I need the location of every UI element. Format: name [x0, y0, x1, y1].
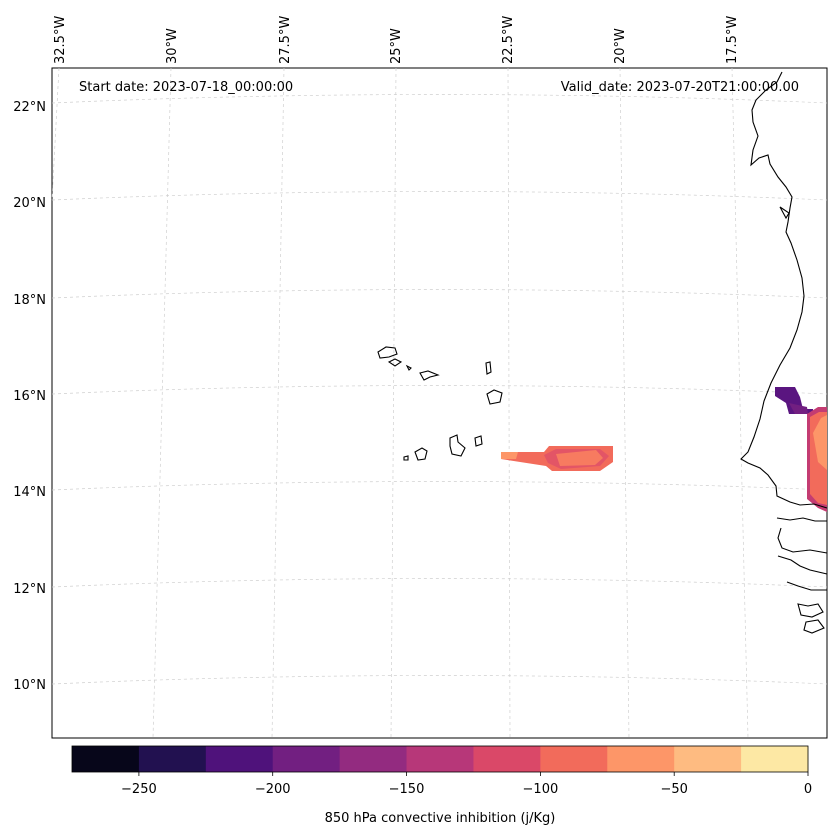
colorbar-tick-label: −200	[255, 782, 291, 797]
coast-island-b	[803, 619, 825, 634]
parallel-22n	[51, 94, 828, 104]
colorbar-swatch	[473, 746, 541, 772]
colorbar-swatch	[406, 746, 474, 772]
colorbar-swatch	[540, 746, 608, 772]
graticule	[51, 67, 828, 739]
colorbar-swatch	[607, 746, 675, 772]
parallel-16n	[51, 385, 828, 395]
colorbar-tick-label: −250	[121, 782, 157, 797]
parallel-20n	[51, 191, 828, 201]
lat-labels: 22°N 20°N 18°N 16°N 14°N 12°N 10°N	[13, 100, 46, 693]
island-maio	[474, 435, 483, 447]
colorbar-tick-label: 0	[804, 782, 812, 797]
lat-label: 14°N	[13, 485, 46, 500]
gambia-river-coast	[776, 517, 827, 522]
colorbar-swatch	[741, 746, 809, 772]
island-sao-nicolau	[419, 370, 440, 381]
colorbar-swatches	[72, 746, 809, 772]
parallel-14n	[51, 481, 828, 491]
island-boa-vista	[486, 389, 503, 405]
colorbar-tick-label: −100	[523, 782, 559, 797]
meridian-25w	[390, 67, 397, 739]
guinea-bissau-coast	[777, 527, 828, 554]
colorbar-title: 850 hPa convective inhibition (j/Kg)	[325, 811, 556, 826]
island-santa-luzia	[405, 364, 412, 371]
island-sal	[485, 361, 492, 375]
parallel-18n	[51, 289, 828, 299]
colorbar-swatch	[138, 746, 207, 772]
lat-label: 16°N	[13, 389, 46, 404]
colorbar-swatch	[272, 746, 341, 772]
lon-label: 30°W	[165, 28, 180, 64]
cin-field-offshore	[501, 446, 613, 471]
colorbar-tick-label: −50	[660, 782, 687, 797]
colorbar-swatch	[205, 746, 274, 772]
lat-label: 12°N	[13, 582, 46, 597]
meridian-20w	[619, 67, 630, 739]
colorbar-swatch	[72, 746, 140, 772]
parallel-10n	[51, 675, 828, 685]
lon-label: 32.5°W	[53, 16, 68, 64]
valid-date-text: Valid_date: 2023-07-20T21:00:00.00	[561, 80, 799, 95]
colorbar-swatch	[339, 746, 408, 772]
meridian-32-5w	[51, 67, 60, 201]
cin-field-coast	[775, 387, 827, 512]
meridian-30w	[152, 67, 172, 739]
island-sao-vicente	[387, 358, 403, 367]
colorbar-ticks	[138, 772, 809, 776]
lon-label: 27.5°W	[278, 16, 293, 64]
lat-label: 20°N	[13, 196, 46, 211]
lon-label: 20°W	[613, 28, 628, 64]
coastlines	[377, 71, 828, 634]
meridian-27-5w	[271, 67, 285, 739]
colorbar-tick-label: −150	[389, 782, 425, 797]
lon-label: 17.5°W	[725, 16, 740, 64]
meridian-22-5w	[507, 67, 511, 739]
map-frame	[51, 67, 828, 739]
parallel-12n	[51, 578, 828, 588]
west-africa-coast	[740, 71, 828, 509]
map-panel: 22°N 20°N 18°N 16°N 14°N 12°N 10°N 32.5°…	[13, 16, 828, 739]
lon-labels: 32.5°W 30°W 27.5°W 25°W 22.5°W 20°W 17.5…	[53, 16, 740, 64]
lon-label: 25°W	[389, 28, 404, 64]
island-brava	[403, 455, 409, 461]
lon-label: 22.5°W	[501, 16, 516, 64]
bijagos-coast	[777, 555, 828, 575]
island-santo-antao	[377, 346, 398, 359]
colorbar-swatch	[674, 746, 742, 772]
island-fogo	[414, 447, 428, 461]
start-date-text: Start date: 2023-07-18_00:00:00	[79, 80, 293, 95]
cape-blanc	[779, 206, 790, 220]
lat-label: 18°N	[13, 293, 46, 308]
meridian-17-5w	[731, 67, 749, 739]
guinea-coast	[786, 581, 827, 591]
island-santiago	[449, 434, 466, 457]
colorbar-frame	[71, 745, 809, 773]
colorbar: −250 −200 −150 −100 −50 0 850 hPa convec…	[71, 745, 812, 826]
colorbar-tick-labels: −250 −200 −150 −100 −50 0	[121, 782, 812, 797]
lat-label: 22°N	[13, 100, 46, 115]
coast-island-a	[797, 603, 824, 618]
lat-label: 10°N	[13, 678, 46, 693]
